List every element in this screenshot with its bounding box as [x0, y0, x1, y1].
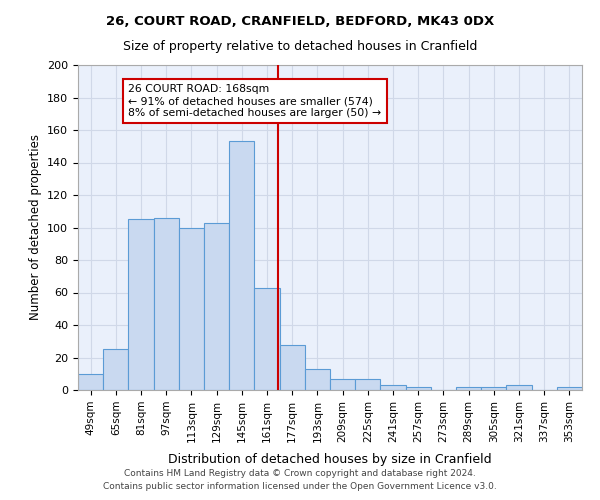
Bar	[229, 142, 254, 390]
Bar	[330, 378, 355, 390]
Bar	[355, 378, 380, 390]
Bar	[380, 385, 406, 390]
X-axis label: Distribution of detached houses by size in Cranfield: Distribution of detached houses by size …	[168, 453, 492, 466]
Bar	[481, 387, 506, 390]
Text: Contains public sector information licensed under the Open Government Licence v3: Contains public sector information licen…	[103, 482, 497, 491]
Bar	[557, 387, 582, 390]
Bar	[456, 387, 481, 390]
Bar	[406, 387, 431, 390]
Text: Contains HM Land Registry data © Crown copyright and database right 2024.: Contains HM Land Registry data © Crown c…	[124, 468, 476, 477]
Bar	[204, 222, 229, 390]
Text: 26, COURT ROAD, CRANFIELD, BEDFORD, MK43 0DX: 26, COURT ROAD, CRANFIELD, BEDFORD, MK43…	[106, 15, 494, 28]
Bar	[78, 374, 103, 390]
Bar	[103, 350, 128, 390]
Bar	[154, 218, 179, 390]
Bar	[128, 220, 154, 390]
Text: 26 COURT ROAD: 168sqm
← 91% of detached houses are smaller (574)
8% of semi-deta: 26 COURT ROAD: 168sqm ← 91% of detached …	[128, 84, 382, 117]
Y-axis label: Number of detached properties: Number of detached properties	[29, 134, 41, 320]
Bar	[506, 385, 532, 390]
Bar	[254, 288, 280, 390]
Bar	[179, 228, 204, 390]
Bar	[305, 369, 330, 390]
Text: Size of property relative to detached houses in Cranfield: Size of property relative to detached ho…	[123, 40, 477, 53]
Bar	[280, 344, 305, 390]
